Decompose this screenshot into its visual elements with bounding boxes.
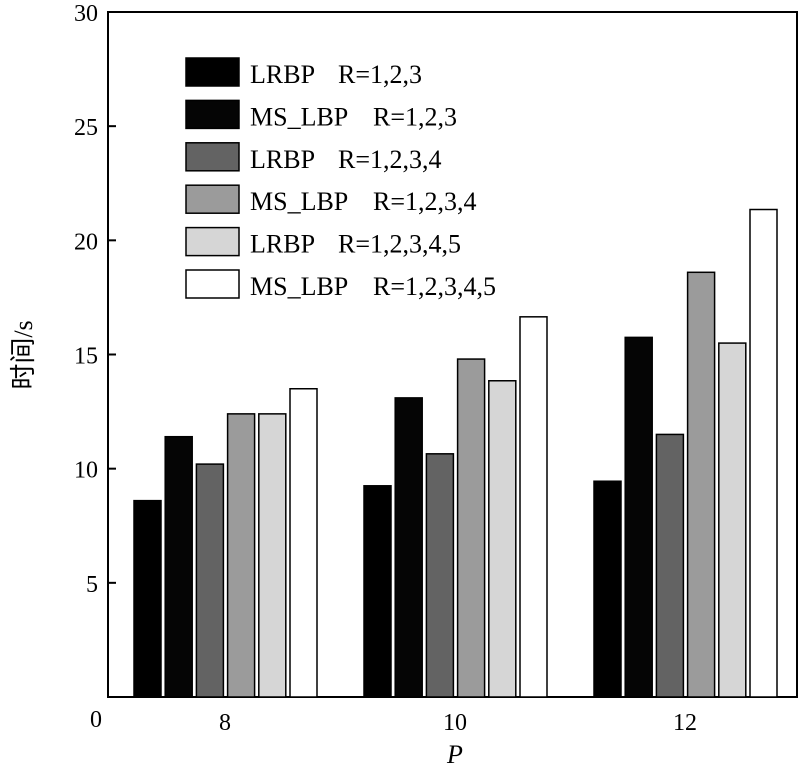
legend-series-param: R=1,2,3,4,5 — [373, 272, 496, 301]
y-tick-label: 20 — [74, 229, 98, 255]
y-axis: 0 5 10 15 20 25 30 — [74, 1, 116, 733]
legend-series-name: MS_LBP — [250, 272, 348, 301]
legend-swatch — [185, 226, 240, 257]
bar — [164, 435, 193, 698]
bar — [394, 397, 423, 698]
bar — [655, 433, 685, 698]
y-tick-label: 25 — [74, 115, 98, 141]
x-axis: 8 10 12 — [219, 710, 697, 736]
bar — [593, 480, 622, 698]
bar — [718, 342, 747, 698]
legend-series-param: R=1,2,3,4,5 — [338, 230, 461, 259]
x-tick-label: 10 — [443, 710, 467, 736]
legend-series-name: MS_LBP — [250, 187, 348, 216]
bar — [226, 413, 256, 698]
legend-series-name: LRBP — [250, 230, 315, 259]
legend-series-name: LRBP — [250, 60, 315, 89]
legend-swatch — [185, 184, 240, 214]
y-tick-label: 30 — [74, 1, 98, 27]
x-axis-label: P — [446, 740, 463, 769]
bar — [363, 485, 392, 698]
x-tick-label: 8 — [219, 710, 231, 736]
legend: LRBP R=1,2,3 MS_LBP R=1,2,3 LRBP R=1,2,3,4 MS_… — [185, 57, 496, 301]
bar — [519, 316, 548, 698]
legend-swatch — [185, 57, 240, 87]
bar — [133, 499, 162, 698]
bar — [195, 463, 225, 698]
legend-series-param: R=1,2,3,4 — [338, 145, 442, 174]
bars — [133, 208, 778, 698]
legend-series-name: LRBP — [250, 145, 315, 174]
bar — [258, 413, 287, 698]
bar — [425, 453, 455, 698]
bar — [624, 336, 653, 698]
y-tick-label: 15 — [74, 344, 98, 370]
legend-swatch — [185, 99, 240, 130]
bar — [749, 208, 778, 698]
legend-series-param: R=1,2,3 — [338, 60, 422, 89]
bar — [456, 358, 486, 698]
legend-series-param: R=1,2,3 — [373, 102, 457, 131]
y-tick-label: 0 — [90, 707, 102, 733]
legend-swatch — [185, 269, 240, 299]
legend-series-param: R=1,2,3,4 — [373, 187, 477, 216]
x-tick-label: 12 — [673, 710, 697, 736]
legend-series-name: MS_LBP — [250, 102, 348, 131]
y-tick-label: 10 — [74, 458, 98, 484]
bar — [686, 271, 716, 698]
bar — [488, 380, 517, 698]
y-tick-label: 5 — [86, 572, 98, 598]
bar — [289, 388, 318, 698]
legend-swatch — [185, 142, 240, 172]
y-axis-label: 时间/s — [9, 320, 38, 389]
